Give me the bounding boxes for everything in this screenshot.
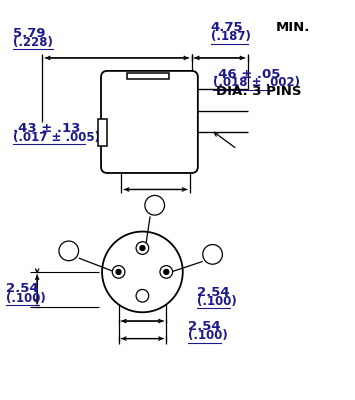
Text: 2.54: 2.54 [188, 320, 221, 333]
Circle shape [203, 244, 222, 264]
Bar [127, 73, 169, 79]
Bar [98, 119, 107, 146]
Circle shape [160, 266, 173, 278]
Circle shape [116, 270, 121, 274]
Circle shape [164, 270, 169, 274]
Circle shape [59, 241, 78, 261]
Text: 2: 2 [151, 199, 159, 212]
FancyBboxPatch shape [101, 71, 198, 173]
Circle shape [140, 246, 145, 250]
Text: 3: 3 [65, 244, 73, 257]
Text: (.018 ± .002): (.018 ± .002) [213, 76, 300, 90]
Text: (.100): (.100) [6, 292, 45, 304]
Text: .43 ± .13: .43 ± .13 [13, 122, 80, 135]
Text: (.100): (.100) [197, 295, 236, 308]
Text: DIA. 3 PINS: DIA. 3 PINS [216, 85, 302, 98]
Circle shape [145, 196, 164, 215]
Text: (.187): (.187) [211, 30, 251, 43]
Circle shape [102, 232, 183, 312]
Text: .46 ± .05: .46 ± .05 [213, 68, 280, 81]
Text: (.017 ± .005): (.017 ± .005) [13, 131, 100, 144]
Text: 2.54: 2.54 [197, 286, 229, 299]
Text: 2.54: 2.54 [6, 282, 38, 296]
Text: (.228): (.228) [13, 36, 53, 49]
Text: MIN.: MIN. [276, 22, 310, 34]
Text: (.100): (.100) [188, 330, 228, 342]
Text: 4.75: 4.75 [211, 22, 244, 34]
Circle shape [136, 290, 149, 302]
Text: 5.79: 5.79 [13, 27, 45, 40]
Text: 1: 1 [208, 248, 217, 261]
Circle shape [112, 266, 125, 278]
Circle shape [136, 242, 149, 254]
